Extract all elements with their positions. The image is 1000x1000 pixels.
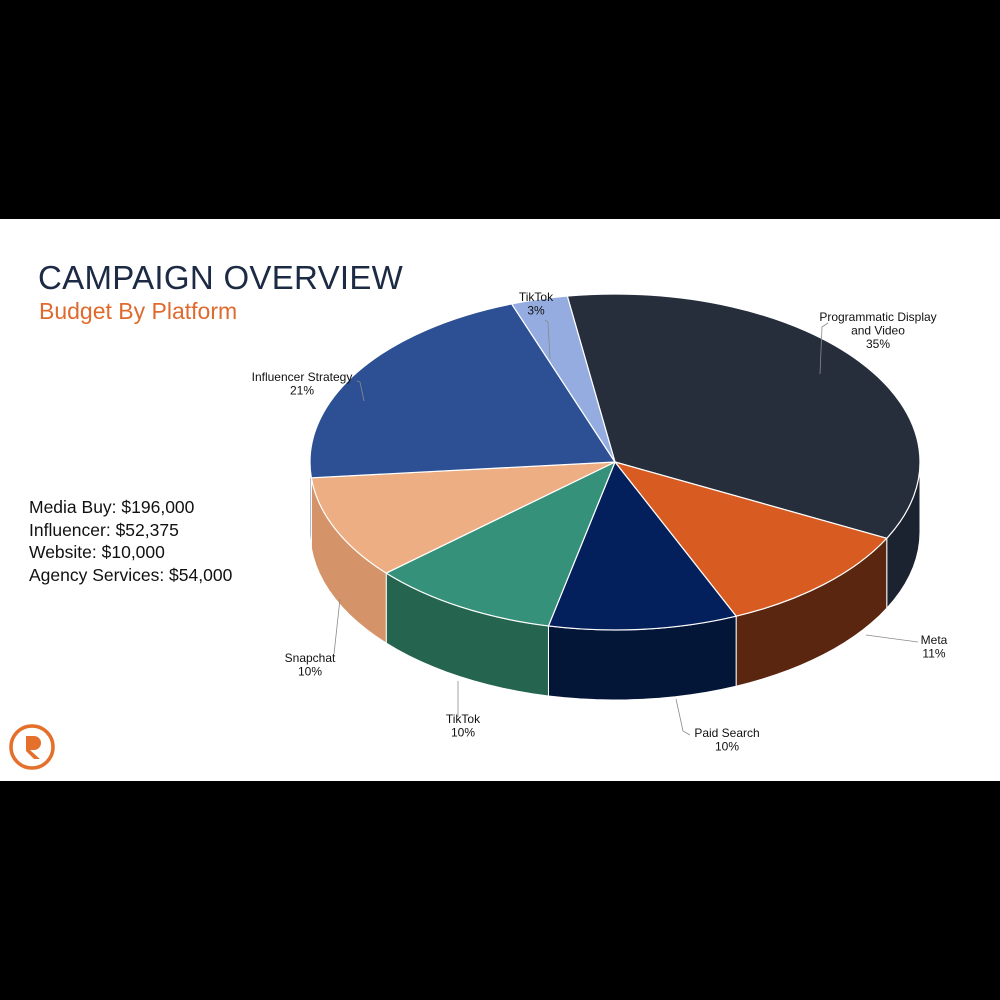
pie-label-name-3-0: TikTok: [446, 712, 481, 726]
slide-subtitle: Budget By Platform: [39, 298, 238, 324]
pie-slice-0: [566, 293, 921, 539]
pie-leader-line-4: [333, 598, 341, 655]
pie-label-value-0: 35%: [866, 337, 890, 351]
pie-label-value-4: 10%: [298, 665, 322, 679]
budget-summary: Media Buy: $196,000 Influencer: $52,375 …: [29, 496, 232, 586]
pie-slice-3: [385, 461, 616, 627]
slide-title: CAMPAIGN OVERVIEW: [38, 259, 404, 296]
pie-slice-6: [511, 295, 616, 463]
pie-label-name-4-0: Snapchat: [285, 651, 336, 665]
brand-logo-icon: [9, 724, 55, 770]
summary-line-website: Website: $10,000: [29, 542, 165, 562]
pie-label-value-1: 11%: [922, 647, 945, 661]
pie-slice-5: [309, 303, 616, 479]
pie-leader-line-5: [356, 380, 365, 402]
summary-line-influencer: Influencer: $52,375: [29, 519, 179, 540]
pie-leader-line-2: [675, 698, 691, 736]
pie-label-name-0-1: and Video: [851, 324, 905, 338]
summary-line-media-buy: Media Buy: $196,000: [29, 497, 195, 517]
pie-leader-line-0: [819, 322, 829, 375]
slide: CAMPAIGN OVERVIEW Budget By Platform Med…: [0, 219, 1000, 781]
pie-label-name-6-0: TikTok: [519, 290, 554, 304]
pie-label-value-5: 21%: [290, 384, 314, 398]
summary-line-agency-services: Agency Services: $54,000: [29, 564, 233, 585]
pie-slice-1: [614, 461, 888, 617]
pie-label-value-3: 10%: [451, 726, 475, 740]
pie-leader-line-6: [544, 319, 551, 360]
pie-label-name-0-0: Programmatic Display: [819, 310, 936, 324]
pie-slice-2: [547, 461, 737, 631]
pie-slice-4: [310, 461, 616, 574]
pie-label-name-2-0: Paid Search: [694, 726, 759, 740]
pie-label-name-1-0: Meta: [921, 633, 948, 647]
pie-label-name-5-0: Influencer Strategy: [252, 370, 353, 384]
pie-label-value-6: 3%: [527, 304, 545, 318]
pie-label-value-2: 10%: [715, 740, 739, 754]
pie-leader-line-1: [865, 634, 919, 643]
